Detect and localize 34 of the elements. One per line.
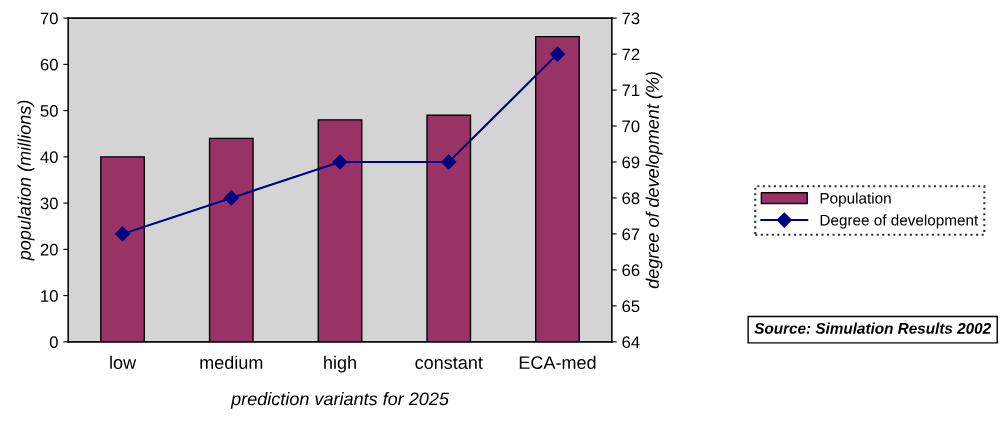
x-tick-label: constant [415, 357, 483, 369]
y-tick-label: 40 [40, 151, 58, 164]
y-tick-label: 10 [41, 290, 58, 302]
legend-label: Degree of development [820, 214, 979, 229]
y2-tick-label: 64 [622, 336, 640, 349]
y2-tick-label: 67 [622, 228, 640, 241]
x-tick-label: high [324, 355, 356, 373]
point [441, 154, 457, 170]
y-tick-label: 0 [49, 336, 58, 349]
y2-tick-label: 68 [622, 192, 640, 205]
source-note: Source: Simulation Results 2002 [754, 322, 991, 334]
y-tick-label: 60 [40, 58, 58, 71]
y2-tick-label: 66 [622, 264, 640, 277]
x-tick-label: low [110, 355, 137, 369]
point [223, 190, 239, 206]
y2-tick-label: 72 [622, 48, 640, 61]
y2-tick-label: 65 [622, 300, 640, 313]
y-tick-label: 70 [40, 12, 58, 25]
point [114, 226, 131, 242]
y-tick-label: 30 [40, 197, 58, 210]
x-tick-label: ECA-med [519, 355, 596, 369]
y-tick-label: 20 [40, 243, 58, 256]
point [549, 46, 566, 62]
point [332, 154, 348, 170]
y-axis-title: population (millions) [17, 100, 35, 261]
x-axis-title: prediction variants for 2025 [230, 392, 449, 409]
y2-tick-label: 70 [622, 120, 640, 133]
x-tick-label: medium [200, 355, 263, 369]
legend-label: Population [820, 192, 891, 207]
y2-axis-title: degree of development (%) [645, 72, 663, 289]
y2-tick-label: 71 [622, 84, 640, 97]
y-tick-label: 50 [40, 105, 58, 117]
y2-tick-label: 73 [622, 12, 640, 25]
y2-tick-label: 69 [622, 156, 640, 169]
